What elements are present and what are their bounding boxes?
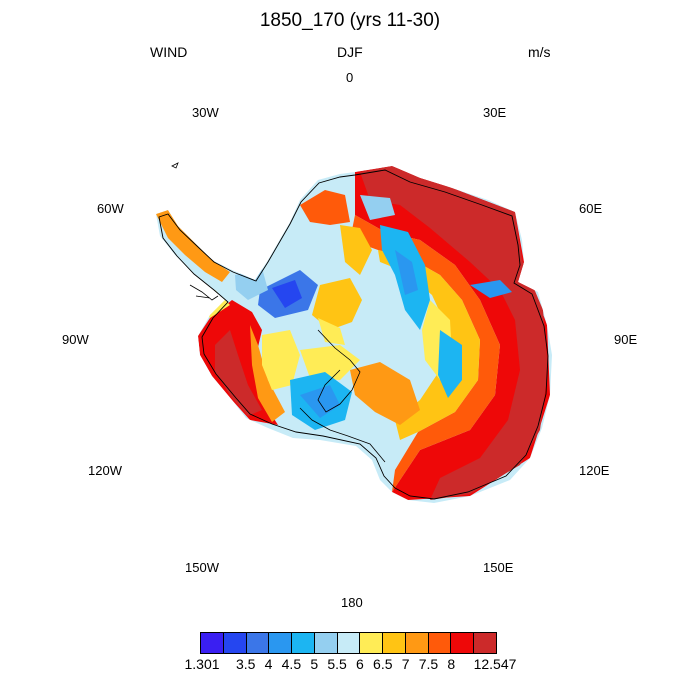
colorbar [200, 632, 497, 654]
colorbar-label-7: 6.5 [373, 656, 393, 672]
ross-line [299, 407, 386, 463]
coastline [158, 169, 549, 500]
colorbar-box-0 [201, 633, 224, 653]
colorbar-box-12 [474, 633, 496, 653]
lon-label-120e: 120E [579, 463, 610, 478]
colorbar-box-7 [360, 633, 384, 653]
colorbar-label-2: 4 [264, 656, 273, 672]
variable-name: WIND [150, 44, 188, 60]
colorbar-labels: 1.301 3.5 4 4.5 5 5.5 6 6.5 7 7.5 8 12.547 [0, 656, 700, 676]
colorbar-box-9 [405, 633, 429, 653]
lon-label-30w: 30W [192, 105, 219, 120]
colorbar-box-1 [223, 633, 247, 653]
lon-label-150w: 150W [185, 560, 219, 575]
lon-label-150e: 150E [483, 560, 514, 575]
season-label: DJF [337, 44, 363, 60]
colorbar-box-10 [428, 633, 452, 653]
colorbar-box-3 [269, 633, 293, 653]
colorbar-box-4 [292, 633, 315, 653]
colorbar-label-6: 6 [356, 656, 364, 672]
wind-field [156, 166, 552, 503]
lon-label-90e: 90E [614, 332, 638, 347]
peninsula-line [189, 284, 219, 301]
lon-label-120w: 120W [88, 463, 122, 478]
plot-title: 1850_170 (yrs 11-30) [259, 10, 441, 31]
colorbar-label-8: 7 [401, 656, 410, 672]
colorbar-label-1: 3.5 [235, 656, 256, 672]
colorbar-box-11 [451, 633, 475, 653]
lon-label-180: 180 [341, 595, 363, 610]
lon-label-0: 0 [346, 70, 354, 85]
colorbar-label-9: 7.5 [418, 656, 439, 672]
lon-label-90w: 90W [62, 332, 89, 347]
lon-label-60w: 60W [97, 201, 124, 216]
colorbar-label-5: 5.5 [327, 656, 347, 672]
colorbar-box-5 [314, 633, 338, 653]
colorbar-label-3: 4.5 [281, 656, 302, 672]
ice-shelf-line [317, 329, 361, 413]
colorbar-label-10: 8 [447, 656, 456, 672]
colorbar-box-8 [383, 633, 406, 653]
lon-label-30e: 30E [483, 105, 507, 120]
colorbar-label-11: 12.547 [473, 656, 517, 672]
units-label: m/s [528, 44, 551, 60]
colorbar-label-0: 1.301 [184, 656, 220, 672]
island [171, 162, 179, 169]
colorbar-box-6 [337, 633, 361, 653]
colorbar-box-2 [246, 633, 270, 653]
colorbar-label-4: 5 [310, 656, 319, 672]
lon-label-60e: 60E [579, 201, 603, 216]
